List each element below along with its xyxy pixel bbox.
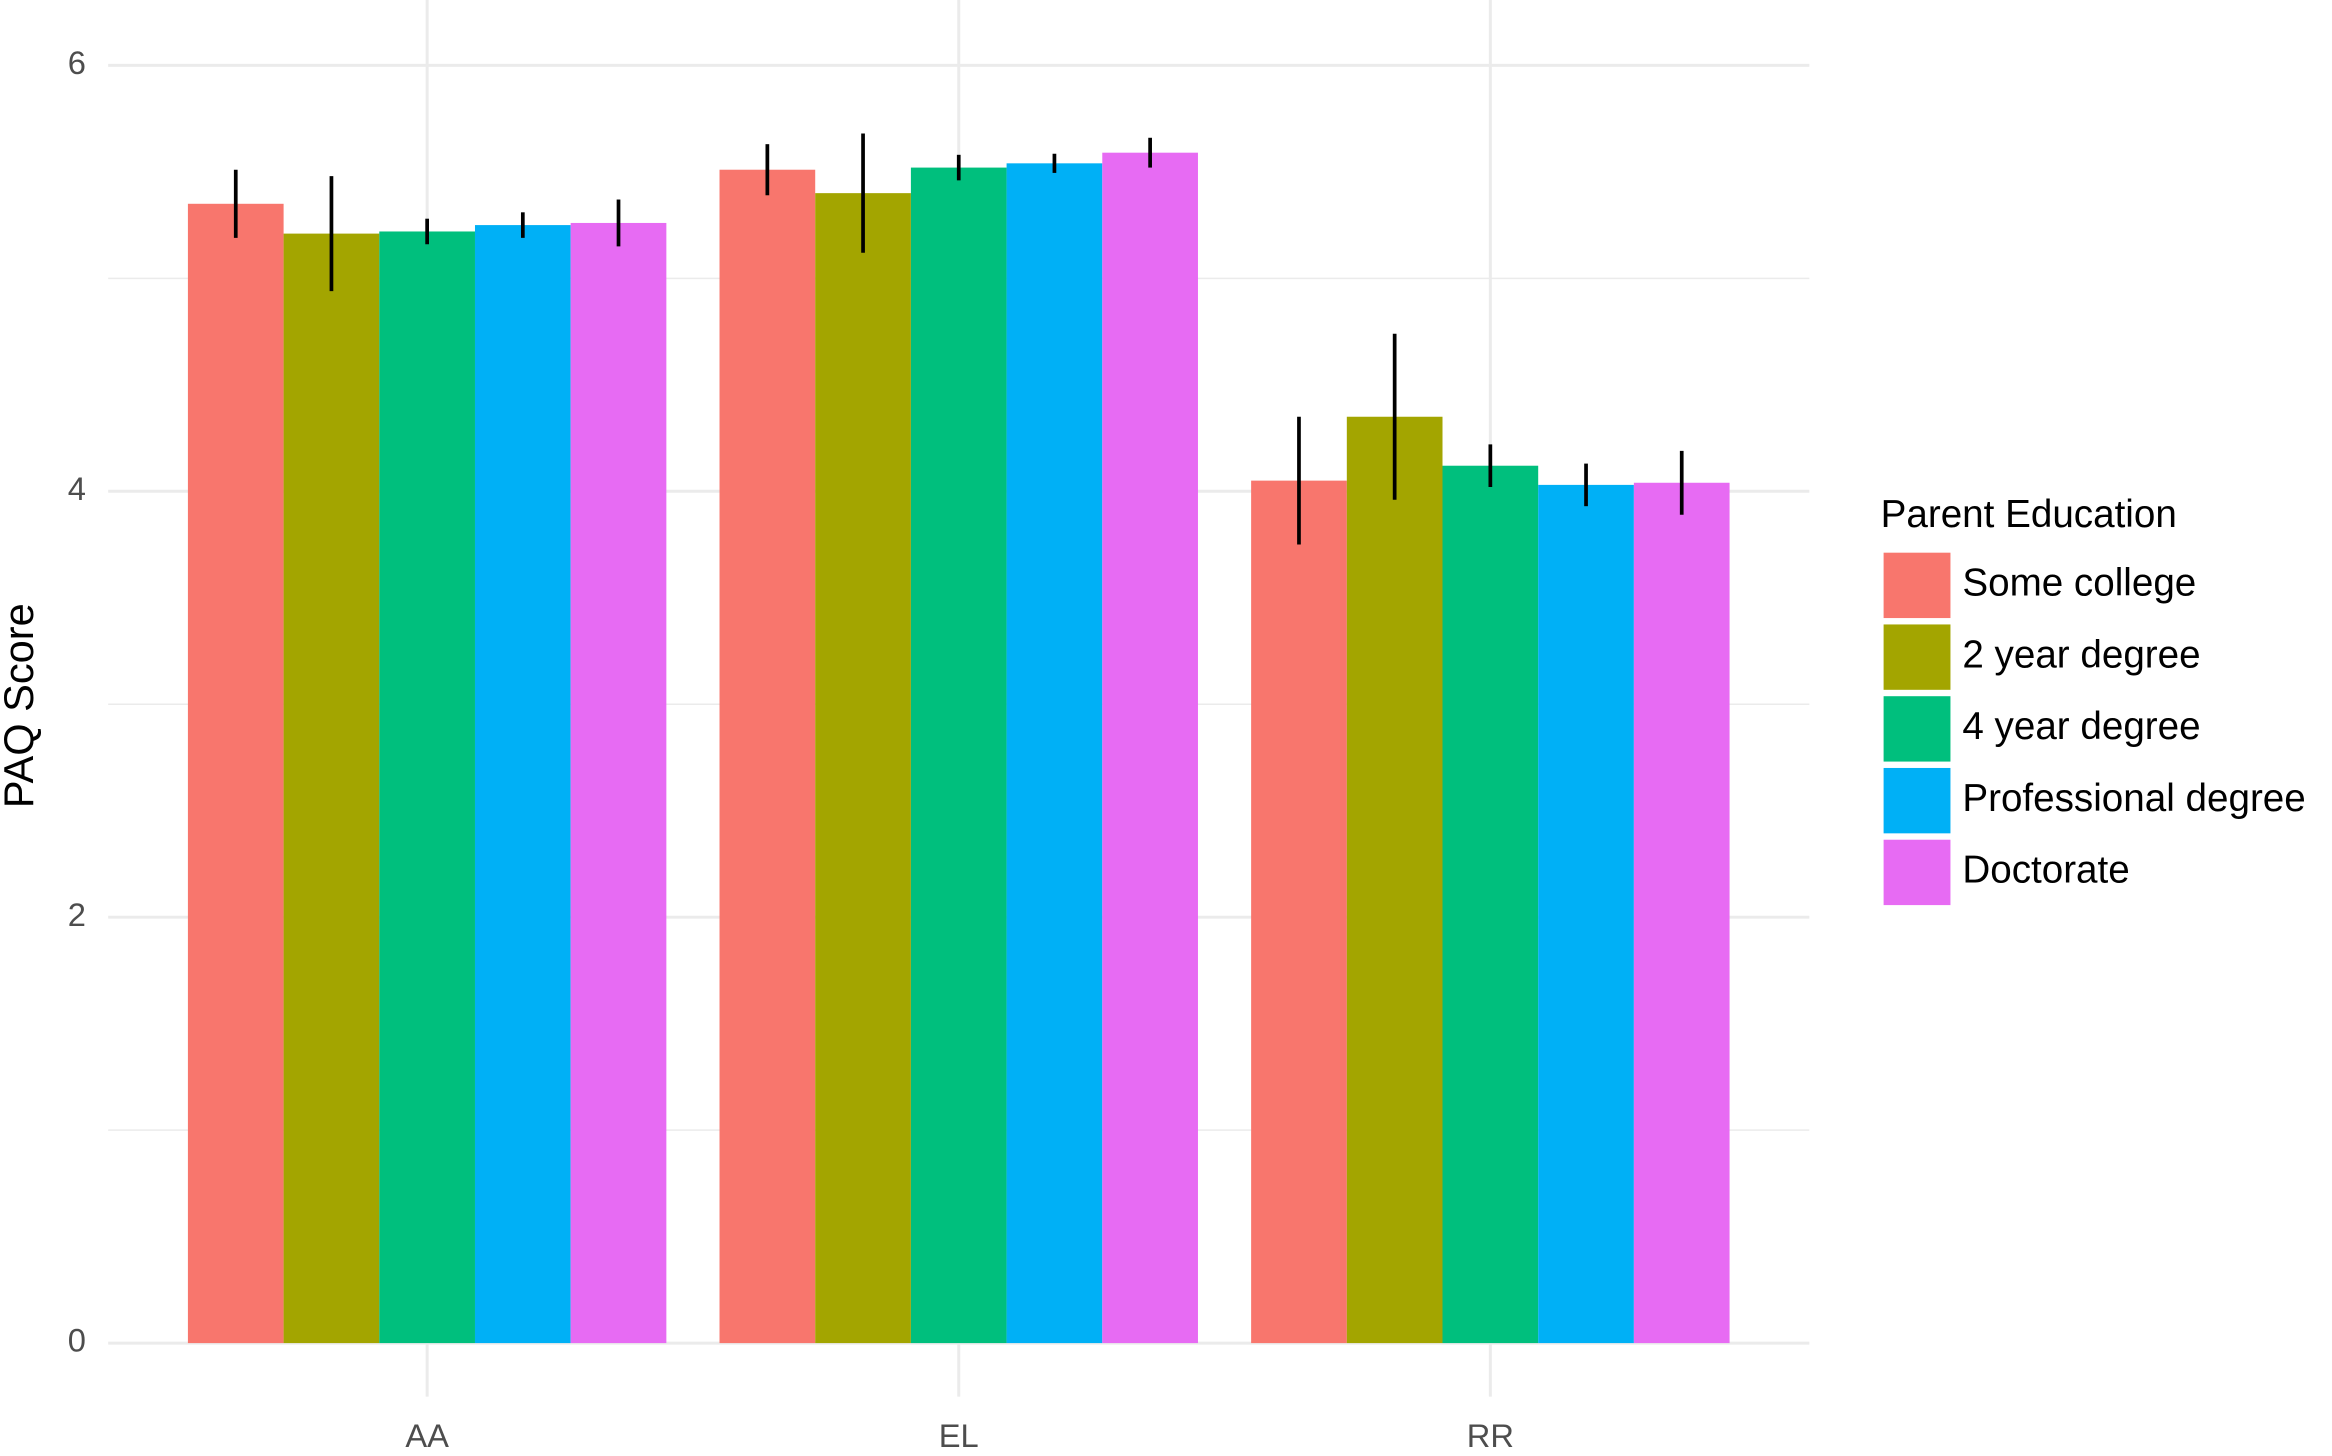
bar [283, 233, 380, 1344]
legend-swatch [1883, 552, 1951, 619]
x-tick-label: AA [405, 1417, 449, 1454]
bar [570, 222, 667, 1344]
bar [187, 203, 284, 1344]
bar [1251, 480, 1347, 1344]
legend-label: Doctorate [1962, 849, 2129, 892]
bar [815, 193, 911, 1344]
bar [719, 169, 816, 1344]
legend-label: 2 year degree [1962, 633, 2200, 676]
y-axis-title: PAQ Score [0, 603, 42, 808]
bar [1346, 416, 1443, 1344]
y-tick-label: 6 [68, 44, 86, 81]
y-tick-label: 0 [68, 1322, 86, 1359]
bar [1006, 163, 1103, 1344]
y-tick-label: 2 [68, 896, 86, 933]
legend-label: 4 year degree [1962, 705, 2200, 748]
legend-swatch [1883, 839, 1951, 906]
legend-title: Parent Education [1881, 493, 2177, 536]
legend-label: Some college [1962, 562, 2196, 605]
bar [1102, 152, 1198, 1344]
bar [1633, 482, 1730, 1344]
bar [474, 225, 571, 1344]
bar [910, 167, 1007, 1344]
bar [1538, 484, 1634, 1344]
legend-swatch [1883, 624, 1951, 690]
bar [379, 231, 475, 1344]
x-tick-label: RR [1467, 1417, 1514, 1454]
legend-swatch [1883, 767, 1951, 834]
bar [1442, 465, 1539, 1344]
y-tick-label: 4 [68, 470, 86, 507]
legend-label: Professional degree [1962, 777, 2305, 820]
x-tick-label: EL [939, 1417, 979, 1454]
legend-swatch [1883, 696, 1951, 762]
